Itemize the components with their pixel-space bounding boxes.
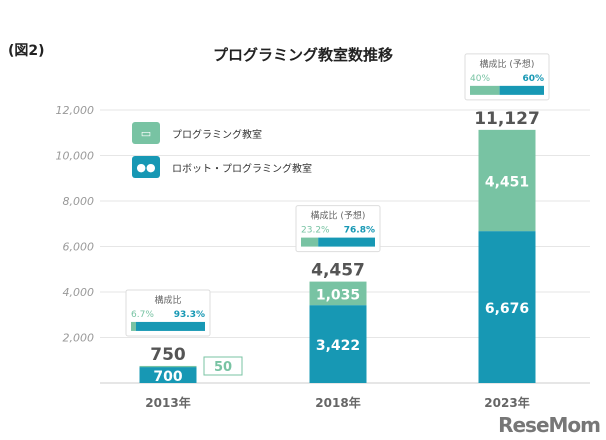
resemom-logo: ReseMom bbox=[498, 413, 601, 437]
bar-programming bbox=[139, 365, 197, 368]
data-label: 4,451 bbox=[485, 174, 529, 190]
composition-prog: 23.2% bbox=[301, 226, 330, 236]
composition-bar-robot bbox=[135, 321, 205, 331]
legend-label: プログラミング教室 bbox=[172, 129, 262, 141]
x-tick-label: 2018年 bbox=[315, 395, 360, 410]
x-tick-label: 2023年 bbox=[484, 395, 529, 410]
composition-robot: 60% bbox=[522, 74, 544, 84]
bar-programming bbox=[309, 281, 367, 306]
laptop-icon: ▭ bbox=[132, 122, 160, 144]
data-label: 3,422 bbox=[316, 338, 360, 354]
y-tick-label: 4,000 bbox=[63, 286, 95, 299]
composition-bar-robot bbox=[318, 237, 375, 247]
y-tick-label: 2,000 bbox=[63, 332, 95, 345]
data-label: 50 bbox=[214, 360, 232, 375]
x-tick-label: 2013年 bbox=[145, 395, 190, 410]
composition-bar-prog bbox=[301, 237, 319, 247]
legend: ▭ プログラミング教室 ●● ロボット・プログラミング教室 bbox=[132, 116, 312, 184]
callout-box bbox=[203, 356, 243, 376]
composition-prog: 40% bbox=[470, 74, 490, 84]
legend-label: ロボット・プログラミング教室 bbox=[172, 163, 312, 175]
composition-bar-prog bbox=[131, 321, 136, 331]
composition-bar-robot bbox=[499, 85, 544, 95]
total-label: 11,127 bbox=[474, 109, 540, 129]
figure-label: (図2) bbox=[8, 43, 45, 59]
data-label: 700 bbox=[153, 369, 182, 385]
legend-item-robot: ●● ロボット・プログラミング教室 bbox=[132, 150, 312, 184]
legend-item-programming: ▭ プログラミング教室 bbox=[132, 116, 312, 150]
bar-robot bbox=[309, 305, 367, 383]
chart-title: プログラミング教室数推移 bbox=[212, 46, 393, 64]
composition-prog: 6.7% bbox=[131, 310, 154, 320]
bar-programming bbox=[478, 129, 536, 232]
y-tick-label: 8,000 bbox=[63, 195, 95, 208]
y-tick-label: 12,000 bbox=[56, 104, 95, 117]
data-label: 1,035 bbox=[316, 287, 360, 303]
composition-title: 構成比 (予想) bbox=[311, 210, 366, 222]
composition-bar-prog bbox=[470, 85, 500, 95]
composition-robot: 76.8% bbox=[344, 226, 375, 236]
y-tick-label: 10,000 bbox=[56, 150, 95, 163]
y-tick-label: 6,000 bbox=[63, 241, 95, 254]
bar-robot bbox=[478, 231, 536, 383]
robot-icon: ●● bbox=[132, 156, 160, 178]
bar-robot bbox=[139, 367, 197, 383]
composition-robot: 93.3% bbox=[174, 310, 205, 320]
data-label: 6,676 bbox=[485, 301, 529, 317]
composition-title: 構成比 bbox=[154, 294, 181, 306]
total-label: 750 bbox=[150, 345, 186, 365]
total-label: 4,457 bbox=[311, 261, 365, 281]
composition-title: 構成比 (予想) bbox=[480, 58, 535, 70]
